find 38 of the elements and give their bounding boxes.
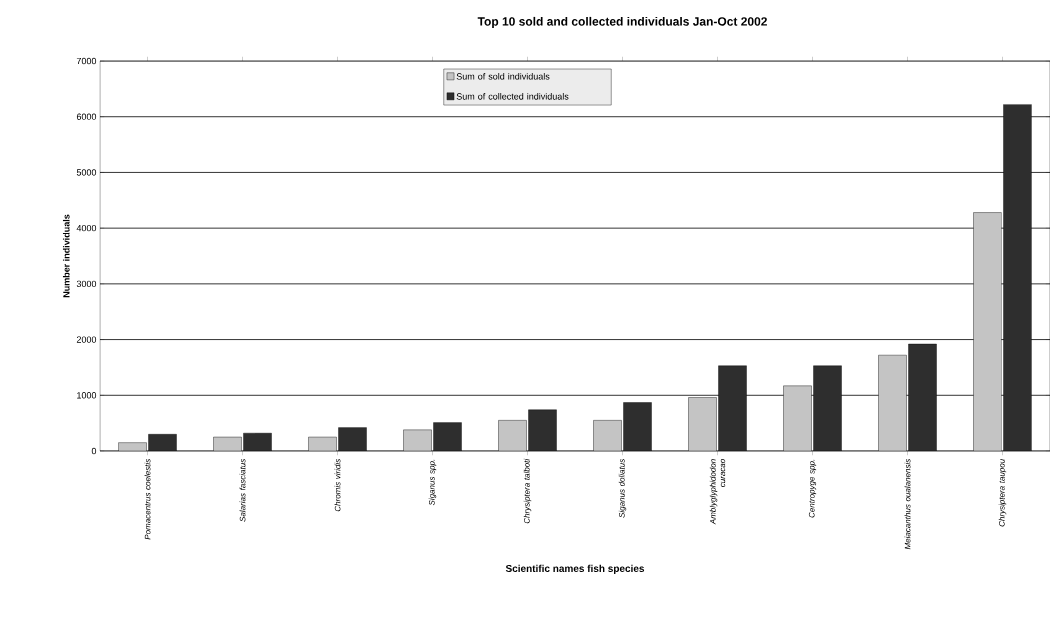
x-tick-label: Siganus doliatus bbox=[618, 458, 627, 518]
x-tick-label: Salarias fasciatus bbox=[239, 458, 246, 522]
x-tick-label: Siganus spp. bbox=[428, 459, 437, 506]
y-tick-label: 1000 bbox=[77, 392, 97, 399]
chart-title: Top 10 sold and collected individuals Jan-Oct 2002 bbox=[477, 16, 767, 29]
bar bbox=[403, 429, 432, 451]
bar bbox=[783, 385, 812, 451]
y-tick-label: 4000 bbox=[76, 224, 97, 232]
bar bbox=[498, 420, 527, 451]
y-tick-label: 7000 bbox=[76, 57, 97, 65]
x-tick-label: Chromis viridis bbox=[334, 458, 341, 512]
bar bbox=[1003, 104, 1032, 451]
y-tick-label: 2000 bbox=[76, 336, 97, 343]
y-tick-label: 5000 bbox=[76, 169, 97, 176]
x-tick-label: Meiacanthus oualanensis bbox=[904, 458, 911, 550]
bar bbox=[433, 422, 462, 451]
x-tick-label: Pomacentrus coelestis bbox=[144, 458, 151, 540]
y-axis-title: Number individuals bbox=[62, 214, 70, 298]
x-axis-title: Scientific names fish species bbox=[505, 564, 645, 574]
bar bbox=[688, 397, 717, 451]
legend-label: Sum of sold individuals bbox=[456, 73, 550, 80]
y-tick-label: 3000 bbox=[76, 280, 97, 288]
bar bbox=[623, 402, 652, 451]
bar bbox=[813, 365, 842, 451]
bar bbox=[528, 409, 557, 451]
bar bbox=[593, 420, 622, 451]
y-tick-label: 6000 bbox=[76, 113, 97, 120]
y-tick-label: 0 bbox=[91, 447, 97, 455]
bar bbox=[878, 354, 907, 451]
x-tick-label: Amblyglyphidodon curacao bbox=[709, 459, 726, 525]
legend-label: Sum of collected individuals bbox=[456, 93, 569, 100]
bar bbox=[973, 212, 1002, 451]
bar bbox=[338, 427, 367, 451]
bar bbox=[718, 365, 747, 451]
bar bbox=[908, 343, 937, 451]
x-tick-label: Centropyge spp. bbox=[808, 459, 817, 518]
x-tick-label: Chrysiptera talboti bbox=[523, 458, 532, 524]
x-tick-label: Chrysiptera taupou bbox=[998, 458, 1007, 527]
